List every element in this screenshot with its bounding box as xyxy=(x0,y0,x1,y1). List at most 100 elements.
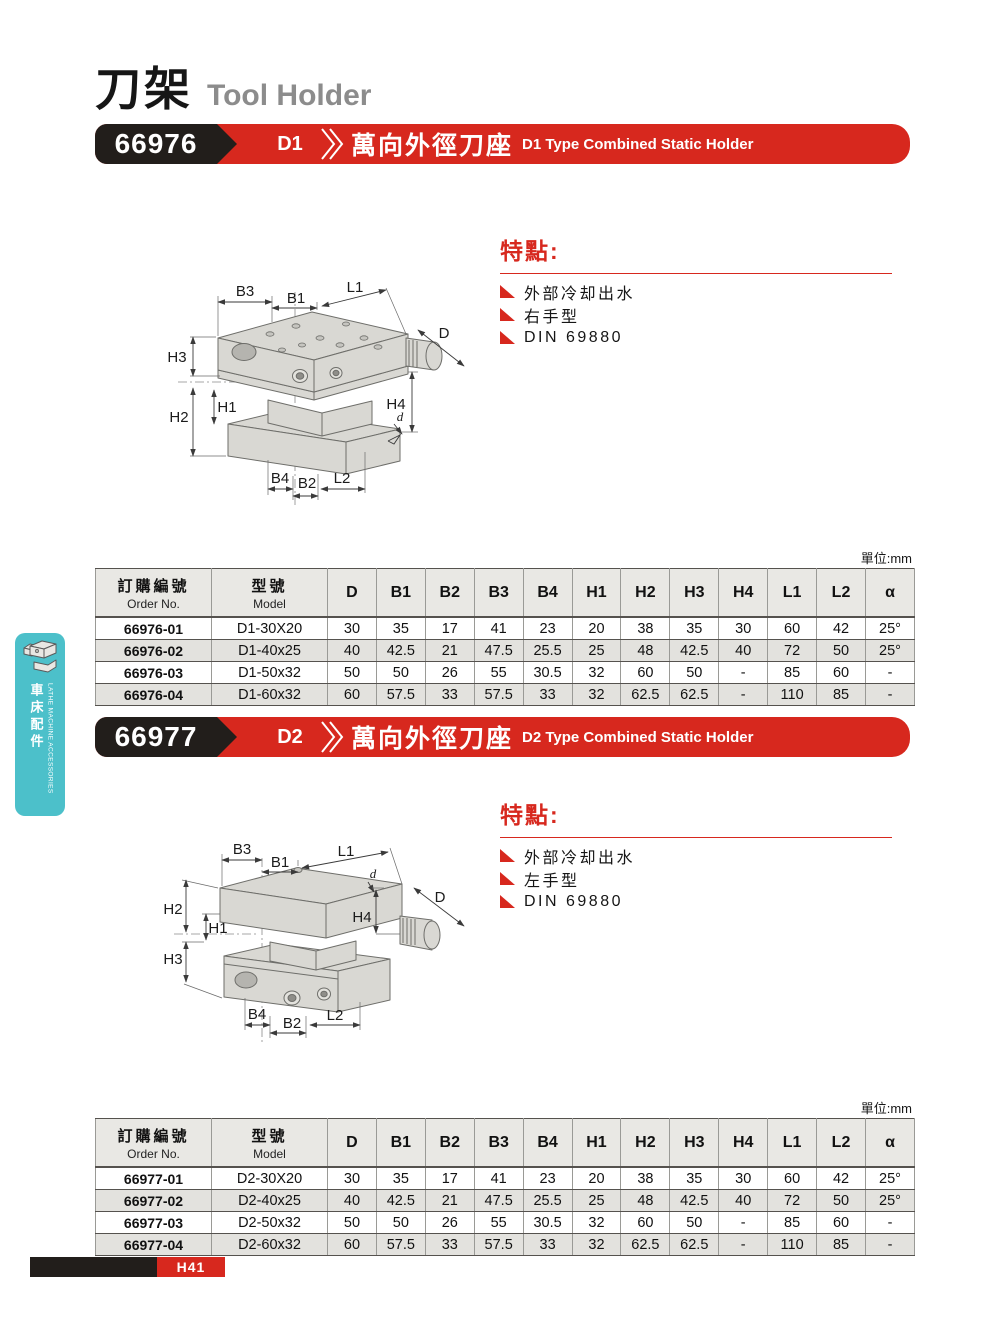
table-cell: 40 xyxy=(327,1189,377,1212)
table-cell: 50 xyxy=(816,1189,866,1212)
table-cell: 32 xyxy=(571,683,622,706)
table-cell: 42 xyxy=(816,616,866,640)
table-cell: 60 xyxy=(816,661,866,684)
table-cell: 35 xyxy=(375,1166,426,1190)
table-cell: 62.5 xyxy=(620,1233,671,1256)
feature-item: 外部冷却出水 xyxy=(500,283,892,303)
dim-label-b3: B3 xyxy=(233,841,251,858)
table-cell: 21 xyxy=(424,1189,475,1212)
column-header: H3 xyxy=(669,1118,720,1168)
table-row: 66976-02 D1-40x25 40 42.5 21 47.5 25.5 25 48 42.5… xyxy=(95,639,916,662)
column-header: B3 xyxy=(473,1118,524,1168)
table-cell: 21 xyxy=(424,639,475,662)
dim-label-h4: H4 xyxy=(352,909,371,926)
table-cell: 30 xyxy=(718,1166,769,1190)
dim-label-b1: B1 xyxy=(271,854,289,871)
page-number-badge: H41 xyxy=(157,1257,225,1277)
table-cell: - xyxy=(718,661,769,684)
table-cell: 50 xyxy=(669,1211,720,1234)
feature-item: 左手型 xyxy=(500,870,892,890)
d2-technical-drawing: B3 B1 L1 H3 H2 H1 H4 D d B4 B2 L2 xyxy=(163,841,465,1042)
dim-label-h1: H1 xyxy=(208,920,227,937)
table-cell: D1-50x32 xyxy=(211,661,328,684)
table-cell: D2-60x32 xyxy=(211,1233,328,1256)
table-row: 66976-01 D1-30X20 30 35 17 41 23 20 38 35 30 60 42 25… xyxy=(95,616,916,640)
table-cell: 35 xyxy=(669,616,720,640)
table-cell: D1-30X20 xyxy=(211,616,328,640)
feature-text: 外部冷却出水 xyxy=(524,849,636,867)
table-cell: 23 xyxy=(522,616,573,640)
table-cell: 40 xyxy=(327,639,377,662)
feature-text: DIN 69880 xyxy=(524,328,623,346)
table-cell: 30.5 xyxy=(522,661,573,684)
table-cell: 66977-01 xyxy=(95,1166,212,1190)
column-header: H4 xyxy=(718,568,769,618)
column-header: H2 xyxy=(620,568,671,618)
table-cell: 25 xyxy=(571,639,622,662)
spec-table-66976: 訂購編號 Order No. 型號 Model D B1 B2 B3 B4 H1 H2 H3 H4 L1 L… xyxy=(95,568,916,706)
table-cell: 85 xyxy=(767,1211,818,1234)
table-cell: 17 xyxy=(424,1166,475,1190)
banner-title-zh: 萬向外徑刀座 xyxy=(351,725,514,753)
table-cell: 47.5 xyxy=(473,639,524,662)
column-header: B3 xyxy=(473,568,524,618)
column-header: L2 xyxy=(816,1118,866,1168)
table-cell: - xyxy=(864,1233,916,1256)
table-cell: 35 xyxy=(669,1166,720,1190)
banner-title-zh: 萬向外徑刀座 xyxy=(351,132,514,160)
table-cell: 17 xyxy=(424,616,475,640)
table-cell: 60 xyxy=(327,683,377,706)
table-cell: 60 xyxy=(816,1211,866,1234)
sidebar-labels: 車床配件 LATHE MACHINE ACCESSORIES xyxy=(27,683,54,794)
table-cell: 26 xyxy=(424,1211,475,1234)
table-cell: 42.5 xyxy=(375,639,426,662)
table-cell: 30 xyxy=(327,616,377,640)
table-cell: 110 xyxy=(767,683,818,706)
table-cell: 33 xyxy=(424,683,475,706)
table-cell: D1-60x32 xyxy=(211,683,328,706)
column-header: D xyxy=(327,568,377,618)
dim-label-d-cap: D xyxy=(435,889,446,906)
table-cell: 85 xyxy=(767,661,818,684)
table-cell: 25 xyxy=(571,1189,622,1212)
dim-label-b4: B4 xyxy=(271,470,289,487)
table-cell: 42.5 xyxy=(669,1189,720,1212)
table-cell: 55 xyxy=(473,1211,524,1234)
feature-text: 外部冷却出水 xyxy=(524,285,636,303)
triangle-bullet-icon xyxy=(500,872,515,885)
table-cell: 42 xyxy=(816,1166,866,1190)
features-block-d2: 特點: 外部冷却出水 左手型 DIN 69880 xyxy=(500,796,892,916)
section-banner-66976: 66976 D1 萬向外徑刀座 D1 Type Combined Static … xyxy=(95,124,910,164)
column-header: D xyxy=(327,1118,377,1168)
table-cell: 62.5 xyxy=(620,683,671,706)
table-row: 66977-04 D2-60x32 60 57.5 33 57.5 33 32 62.5 62.5… xyxy=(95,1233,916,1256)
table-cell: - xyxy=(718,1233,769,1256)
table-cell: 33 xyxy=(424,1233,475,1256)
table-cell: - xyxy=(864,661,916,684)
order-number-badge: 66976 xyxy=(95,124,237,164)
column-header: H4 xyxy=(718,1118,769,1168)
table-cell: 32 xyxy=(571,661,622,684)
banner-title: 萬向外徑刀座 D1 Type Combined Static Holder xyxy=(351,124,753,164)
chevron-separator-icon xyxy=(321,721,344,753)
table-cell: 35 xyxy=(375,616,426,640)
table-cell: 50 xyxy=(327,661,377,684)
table-cell: 47.5 xyxy=(473,1189,524,1212)
banner-title: 萬向外徑刀座 D2 Type Combined Static Holder xyxy=(351,717,753,757)
banner-title-en: D2 Type Combined Static Holder xyxy=(522,728,754,746)
table-row: 66977-01 D2-30X20 30 35 17 41 23 20 38 35 30 60 42 25… xyxy=(95,1166,916,1190)
dim-label-h4: H4 xyxy=(386,396,405,413)
dim-label-d-small: d xyxy=(397,409,404,424)
table-cell: 60 xyxy=(767,1166,818,1190)
column-header: B2 xyxy=(424,1118,475,1168)
table-cell: 25.5 xyxy=(522,1189,573,1212)
dim-label-h2: H2 xyxy=(169,409,188,426)
table-cell: 57.5 xyxy=(375,1233,426,1256)
table-cell: 41 xyxy=(473,1166,524,1190)
table-cell: 66977-03 xyxy=(95,1211,212,1234)
spec-table-66977: 訂購編號 Order No. 型號 Model D B1 B2 B3 B4 H1 H2 H3 H4 L1 L… xyxy=(95,1118,916,1256)
table-cell: 26 xyxy=(424,661,475,684)
table-cell: 62.5 xyxy=(669,683,720,706)
feature-item: 右手型 xyxy=(500,306,892,326)
table-cell: 57.5 xyxy=(473,683,524,706)
